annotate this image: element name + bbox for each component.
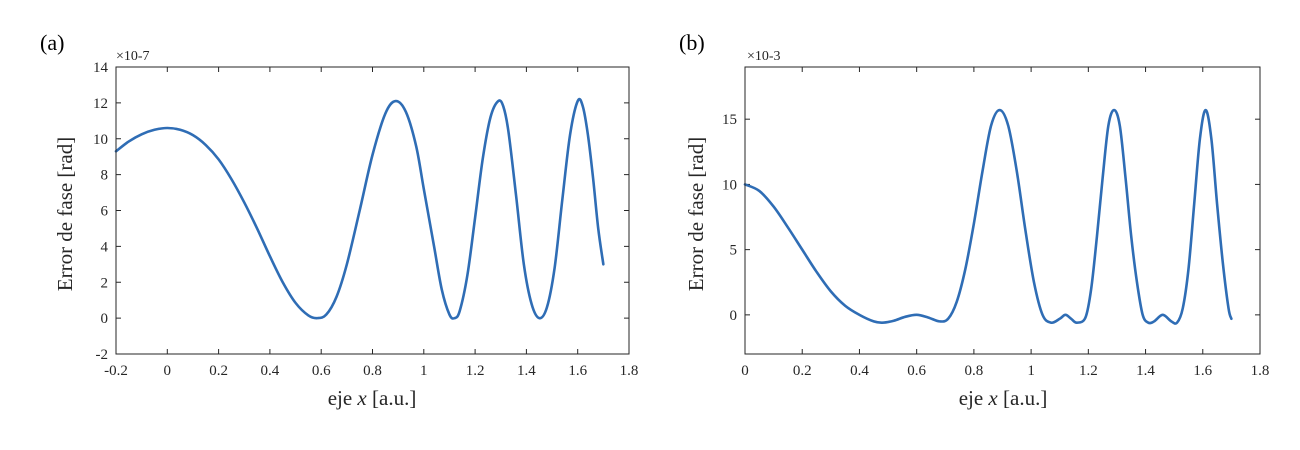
y-tick-label-b: 5 <box>730 243 738 259</box>
y-tick-label-a: 12 <box>93 96 108 112</box>
y-tick-label-a: -2 <box>96 347 109 363</box>
x-tick-label-a: 0.2 <box>209 363 228 379</box>
y-axis-label-b: Error de fase [rad] <box>684 137 708 292</box>
y-exponent-label-a: ×10-7 <box>116 49 150 64</box>
y-tick-label-a: 14 <box>93 60 109 76</box>
x-tick-label-b: 0.8 <box>965 363 984 379</box>
panel-label-b: (b) <box>679 30 705 55</box>
x-tick-label-a: 1.6 <box>568 363 587 379</box>
y-tick-label-b: 0 <box>730 308 738 324</box>
plot-frame-a <box>115 66 630 355</box>
x-tick-label-a: 0.8 <box>363 363 382 379</box>
y-axis-label-a: Error de fase [rad] <box>53 137 77 292</box>
x-tick-label-b: 1.4 <box>1136 363 1155 379</box>
plot-frame-b <box>744 66 1261 355</box>
x-tick-label-a: 1.4 <box>517 363 536 379</box>
series-line-a <box>114 97 605 320</box>
y-tick-label-a: 2 <box>101 275 109 291</box>
x-tick-label-a: 1.8 <box>620 363 639 379</box>
x-tick-label-b: 1.2 <box>1079 363 1098 379</box>
y-tick-label-a: 6 <box>101 204 109 220</box>
y-tick-label-a: 10 <box>93 132 108 148</box>
x-tick-label-a: 1 <box>420 363 428 379</box>
x-tick-label-a: -0.2 <box>104 363 128 379</box>
y-exponent-label-b: ×10-3 <box>747 49 781 64</box>
series-line-b <box>743 108 1233 325</box>
panel-label-a: (a) <box>40 30 64 55</box>
y-tick-label-b: 10 <box>722 177 737 193</box>
x-tick-label-b: 1 <box>1027 363 1035 379</box>
y-tick-label-a: 0 <box>101 311 109 327</box>
x-tick-label-b: 0.4 <box>850 363 869 379</box>
chart-panel-a: (a) ×10-7 Error de fase [rad] eje x [a.u… <box>40 30 638 410</box>
x-tick-label-a: 0 <box>164 363 172 379</box>
x-axis-label-a: eje x [a.u.] <box>328 386 417 410</box>
x-tick-label-b: 0 <box>741 363 749 379</box>
y-tick-label-a: 8 <box>101 168 109 184</box>
y-tick-label-b: 15 <box>722 112 737 128</box>
y-tick-label-a: 4 <box>101 239 109 255</box>
x-tick-label-a: 1.2 <box>466 363 485 379</box>
x-tick-label-b: 0.2 <box>793 363 812 379</box>
x-tick-label-a: 0.6 <box>312 363 331 379</box>
x-axis-label-b: eje x [a.u.] <box>959 386 1048 410</box>
x-tick-label-a: 0.4 <box>261 363 280 379</box>
x-tick-label-b: 1.6 <box>1193 363 1212 379</box>
x-tick-label-b: 1.8 <box>1251 363 1270 379</box>
chart-panel-b: (b) ×10-3 Error de fase [rad] eje x [a.u… <box>679 30 1269 410</box>
x-tick-label-b: 0.6 <box>907 363 926 379</box>
